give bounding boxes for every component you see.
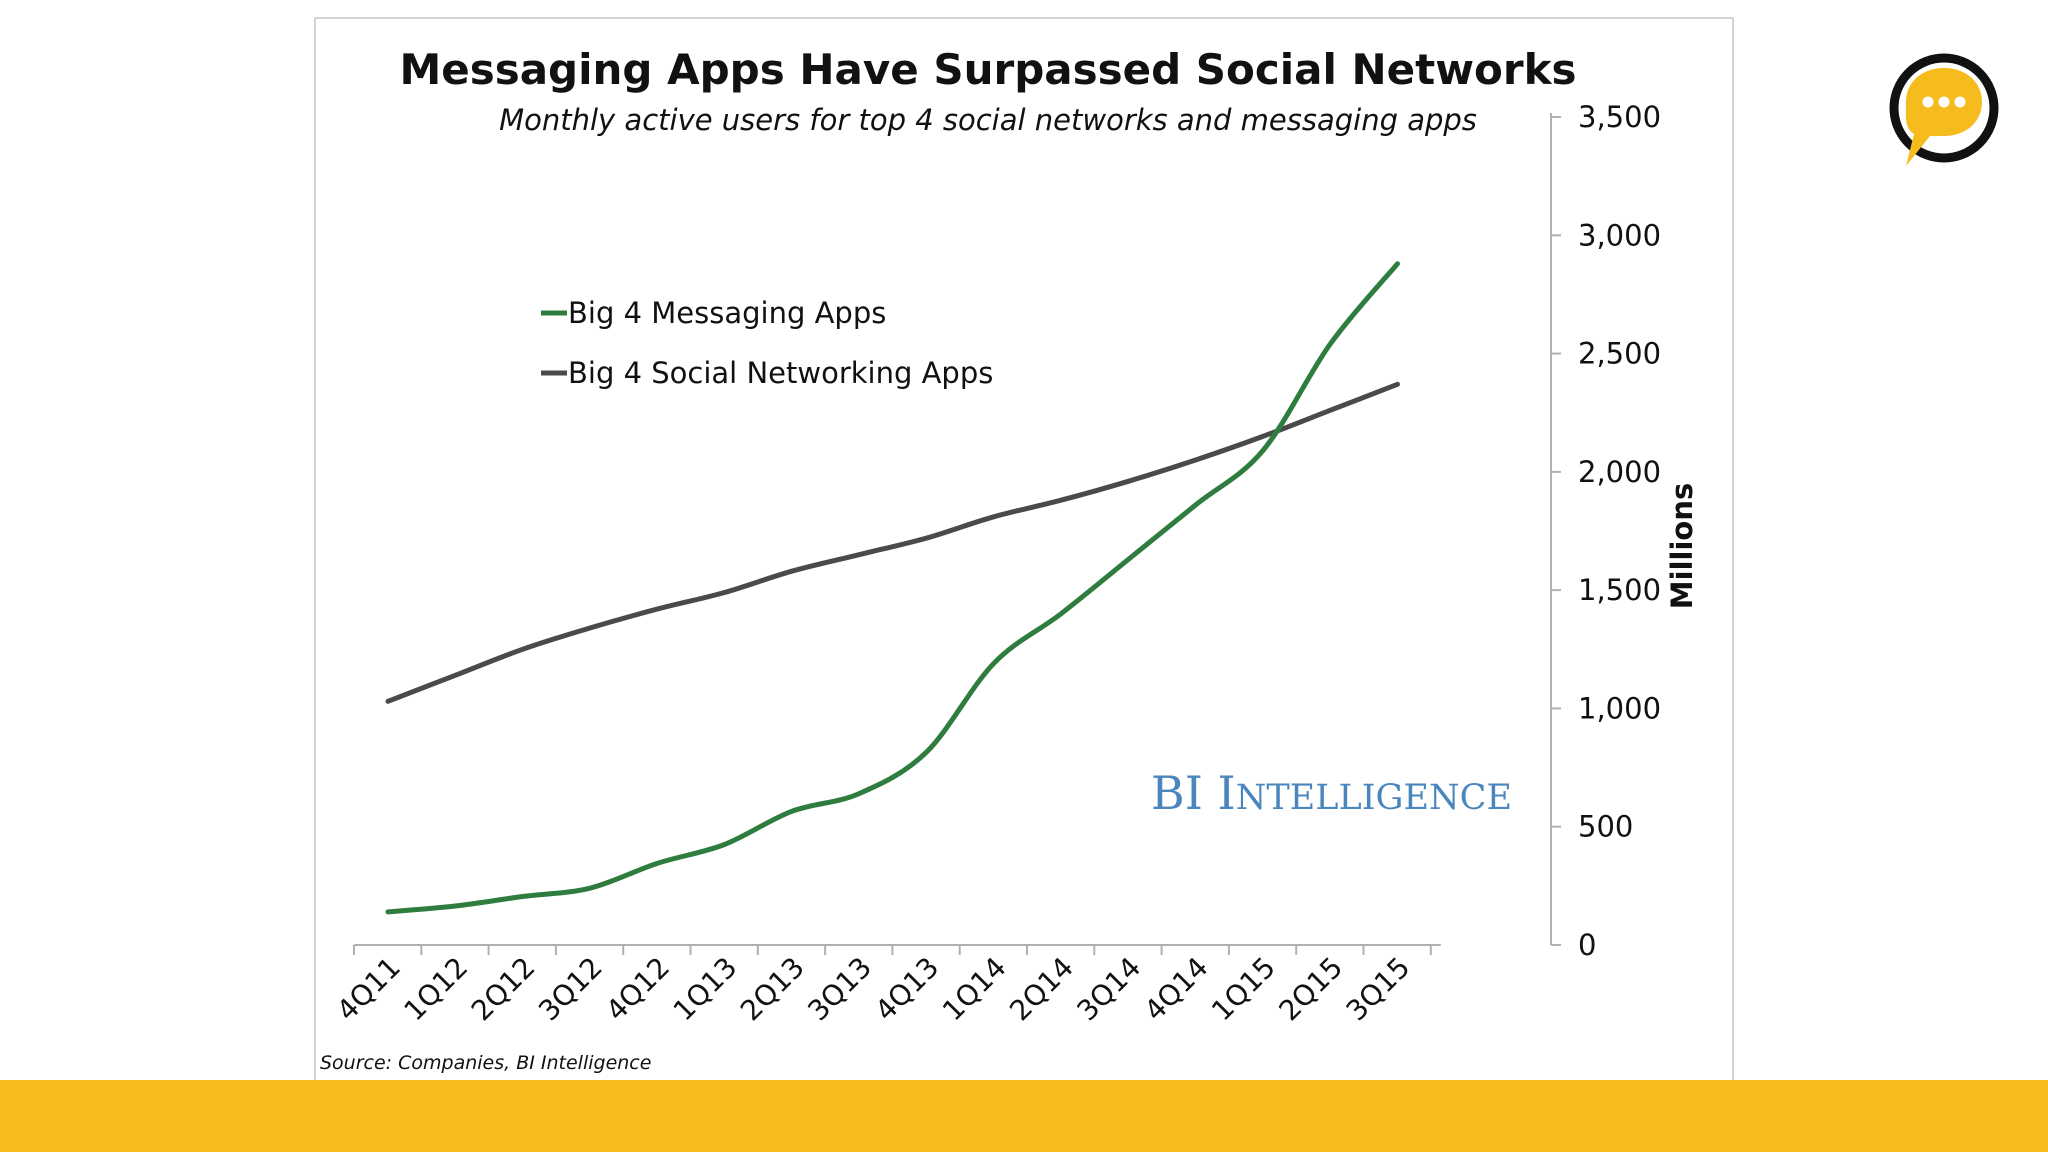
y-tick-label: 0 [1578, 928, 1596, 962]
y-axis-title: Millions [1665, 483, 1699, 609]
watermark: BI INTELLIGENCE [1151, 766, 1512, 820]
y-tick-label: 1,000 [1578, 691, 1661, 725]
x-tick-label: 2Q15 [1272, 951, 1349, 1028]
x-tick-label: 3Q12 [532, 951, 609, 1028]
chart-subtitle: Monthly active users for top 4 social ne… [499, 103, 1477, 137]
x-tick-label: 2Q13 [734, 951, 811, 1028]
y-tick-label: 3,500 [1578, 100, 1661, 134]
x-axis: 4Q111Q122Q123Q124Q121Q132Q133Q134Q131Q14… [330, 944, 1441, 1028]
x-tick-label: 3Q13 [801, 951, 878, 1028]
chart: Messaging Apps Have Surpassed Social Net… [320, 45, 1699, 1074]
series-line-social [385, 381, 1400, 704]
y-tick-label: 500 [1578, 810, 1633, 844]
y-tick-label: 3,000 [1578, 218, 1661, 252]
x-tick-label: 1Q14 [936, 951, 1013, 1028]
footer-bar [0, 1080, 2048, 1152]
legend-label-messaging: Big 4 Messaging Apps [568, 296, 886, 330]
y-axis: 0 500 1,000 1,500 2,000 2,500 3,000 3,500 [1550, 100, 1661, 962]
source-note: Source: Companies, BI Intelligence [320, 1052, 651, 1074]
x-tick-label: 3Q15 [1340, 951, 1417, 1028]
chat-bubble-icon [1889, 53, 1999, 166]
chart-frame: Messaging Apps Have Surpassed Social Net… [314, 17, 1734, 1082]
x-tick-label: 4Q13 [869, 951, 946, 1028]
x-tick-label: 3Q14 [1071, 951, 1148, 1028]
x-tick-label: 1Q15 [1205, 951, 1282, 1028]
y-tick-label: 2,500 [1578, 337, 1661, 371]
chart-title: Messaging Apps Have Surpassed Social Net… [399, 45, 1576, 94]
legend-label-social: Big 4 Social Networking Apps [568, 356, 993, 390]
x-tick-label: 2Q14 [1003, 951, 1080, 1028]
y-tick-label: 1,500 [1578, 573, 1661, 607]
x-tick-label: 4Q12 [599, 951, 676, 1028]
x-tick-label: 4Q11 [330, 951, 407, 1028]
legend: Big 4 Messaging Apps Big 4 Social Network… [541, 296, 993, 390]
x-tick-label: 2Q12 [465, 951, 542, 1028]
x-tick-label: 4Q14 [1138, 951, 1215, 1028]
series-group [385, 261, 1400, 915]
y-tick-label: 2,000 [1578, 455, 1661, 489]
x-tick-label: 1Q13 [667, 951, 744, 1028]
x-tick-label: 1Q12 [398, 951, 475, 1028]
